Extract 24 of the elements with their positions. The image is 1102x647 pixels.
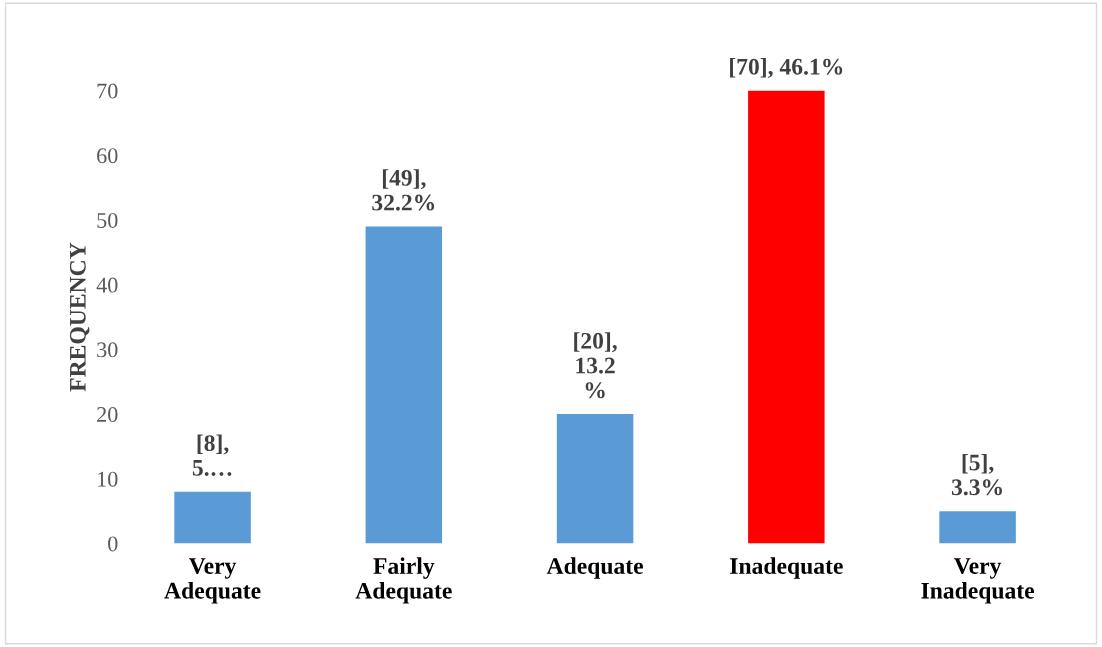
y-tick-label: 30 (97, 342, 118, 358)
data-label: [20], 13.2 % (574, 332, 617, 399)
bar (556, 414, 634, 544)
y-tick-label: 0 (108, 536, 118, 552)
bar (174, 491, 251, 544)
y-tick-label: 70 (97, 83, 118, 99)
bar (748, 90, 825, 544)
data-label: [5], 3.3% (951, 453, 1002, 496)
y-tick-label: 10 (98, 471, 118, 487)
y-axis-title: FREQUENCY (69, 242, 90, 392)
x-tick-label: Very Adequate (164, 558, 261, 604)
y-tick-label: 40 (96, 277, 118, 293)
x-tick-label: Adequate (546, 557, 644, 579)
data-label: [8], 5.… (192, 434, 232, 476)
y-tick-label: 50 (97, 212, 118, 228)
x-tick-label: Inadequate (730, 557, 843, 579)
bar (939, 511, 1016, 544)
x-tick-label: Fairly Adequate (355, 557, 452, 604)
bar (365, 226, 443, 544)
data-label: [49], 32.2% (372, 169, 435, 211)
x-tick-label: Very Inadequate (921, 558, 1035, 604)
y-tick-label: 20 (97, 407, 118, 423)
y-tick-label: 60 (97, 148, 118, 164)
data-label: [70], 46.1% (730, 58, 843, 79)
